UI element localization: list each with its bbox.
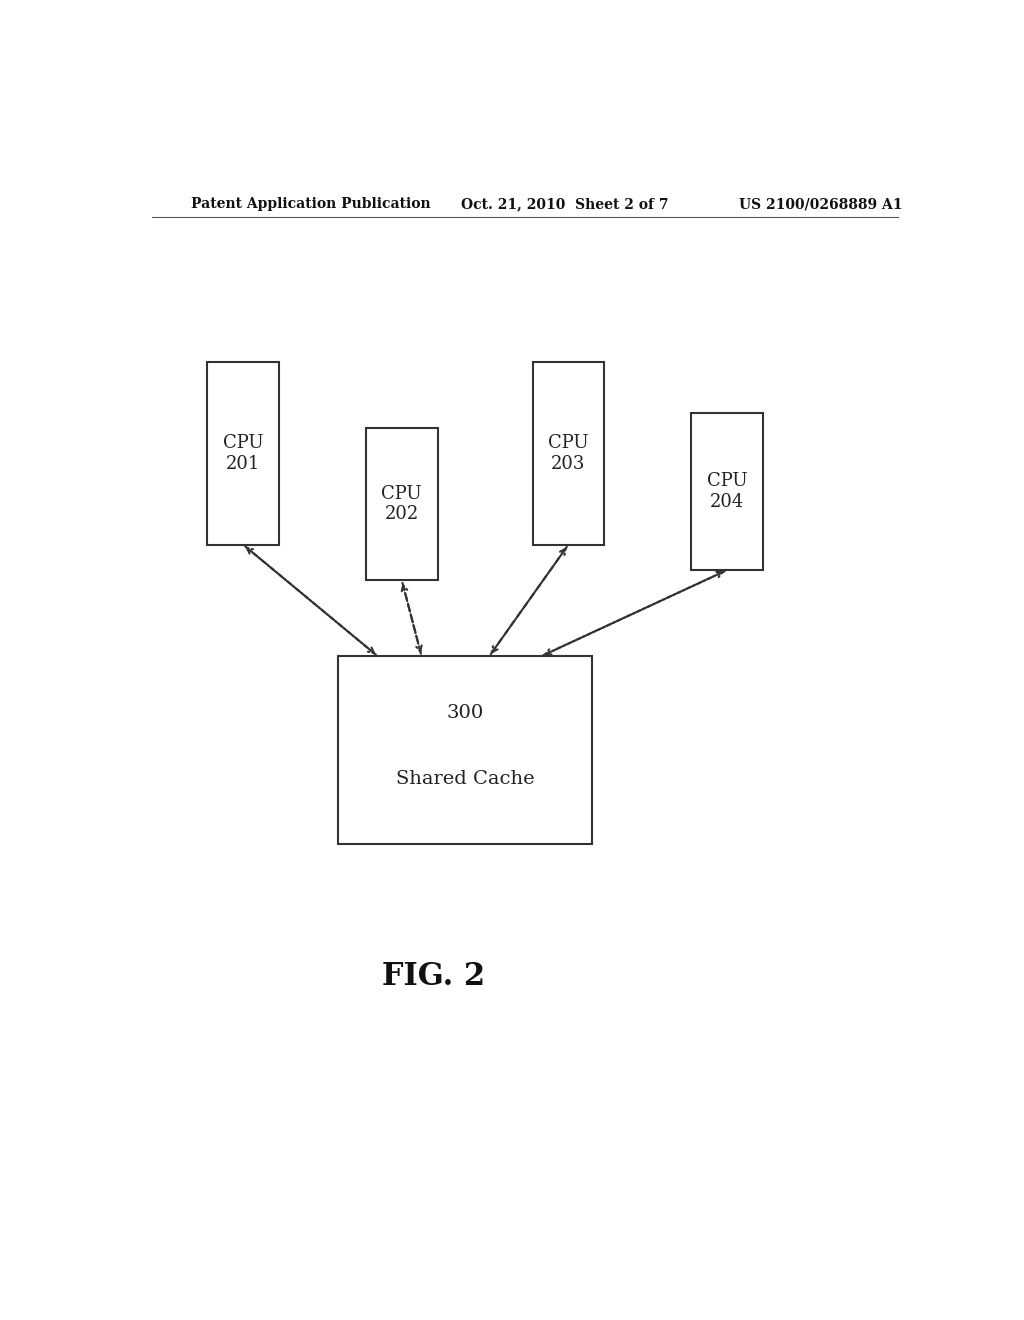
Text: Shared Cache: Shared Cache (396, 770, 535, 788)
FancyBboxPatch shape (338, 656, 592, 845)
Text: US 2100/0268889 A1: US 2100/0268889 A1 (739, 197, 902, 211)
FancyBboxPatch shape (532, 362, 604, 545)
Text: 300: 300 (446, 704, 484, 722)
Text: Oct. 21, 2010  Sheet 2 of 7: Oct. 21, 2010 Sheet 2 of 7 (461, 197, 669, 211)
Text: CPU
204: CPU 204 (707, 471, 748, 511)
FancyBboxPatch shape (691, 412, 763, 570)
Text: Patent Application Publication: Patent Application Publication (191, 197, 431, 211)
Text: CPU
203: CPU 203 (548, 434, 589, 473)
FancyBboxPatch shape (367, 428, 437, 581)
Text: FIG. 2: FIG. 2 (382, 961, 485, 993)
Text: CPU
201: CPU 201 (223, 434, 263, 473)
Text: CPU
202: CPU 202 (382, 484, 422, 523)
FancyBboxPatch shape (207, 362, 279, 545)
